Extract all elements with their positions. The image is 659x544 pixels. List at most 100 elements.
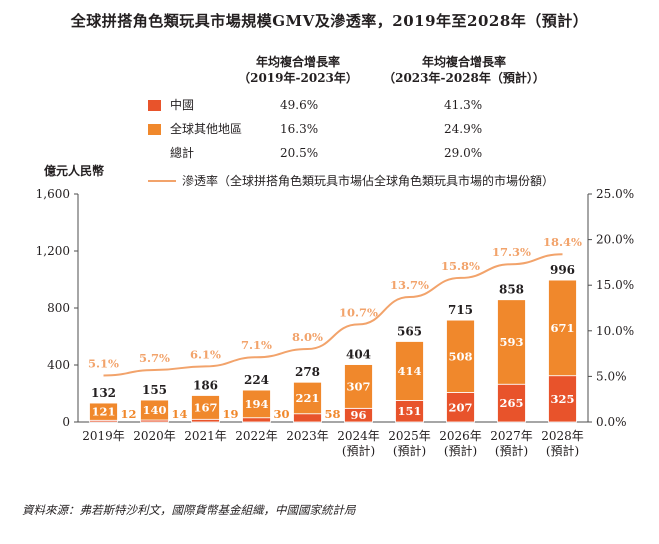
bar-china — [242, 417, 271, 423]
data-label-total: 132 — [91, 386, 116, 400]
x-tick-sublabel: (預計) — [546, 443, 579, 458]
legend-label-total: 總計 — [170, 146, 195, 160]
cagr-header-2-line1: 年均複合增長率 — [421, 55, 506, 69]
data-label-rest-of-world: 508 — [448, 349, 472, 363]
x-tick-sublabel: (預計) — [342, 443, 375, 458]
penetration-label: 15.8% — [441, 259, 480, 273]
bar-china — [293, 413, 322, 423]
bar-rest-of-world — [191, 395, 220, 420]
data-label-total: 155 — [142, 383, 167, 397]
data-label-total: 858 — [499, 283, 524, 297]
y-tick-label: 1,600 — [36, 187, 70, 201]
cagr-header-1-line2: （2019年-2023年） — [238, 71, 358, 85]
penetration-label: 10.7% — [339, 305, 378, 319]
data-label-china: 325 — [550, 392, 574, 406]
x-tick-label: 2019年 — [82, 429, 125, 443]
penetration-label: 18.4% — [543, 235, 582, 249]
bar-china — [191, 418, 220, 423]
y2-tick-label: 5.0% — [596, 369, 627, 383]
legend-label-rest-of-world: 全球其他地區 — [170, 122, 243, 136]
data-label-total: 715 — [448, 303, 473, 317]
x-tick-label: 2023年 — [286, 429, 329, 443]
data-label-china: 12 — [121, 407, 137, 421]
data-label-rest-of-world: 593 — [499, 335, 523, 349]
cagr-header-2023-2028: 年均複合增長率 （2023年-2028年（預計）） — [372, 54, 556, 86]
x-tick-label: 2021年 — [184, 429, 227, 443]
legend-swatch-rest-of-world — [148, 124, 161, 135]
chart-title: 全球拼搭角色類玩具市場規模GMV及滲透率，2019年至2028年（預計） — [70, 12, 589, 30]
legend-label-penetration: 滲透率（全球拼搭角色類玩具市場佔全球角色類玩具市場的市場份額） — [182, 174, 555, 188]
data-label-rest-of-world: 671 — [550, 321, 574, 335]
data-label-china: 151 — [397, 404, 421, 418]
penetration-line — [103, 253, 563, 377]
bar-rest-of-world — [140, 399, 169, 421]
x-tick-sublabel: (預計) — [393, 443, 426, 458]
data-label-total: 565 — [397, 324, 422, 338]
legend-swatch-penetration — [148, 180, 176, 182]
data-label-total: 404 — [346, 348, 371, 362]
penetration-label: 5.7% — [139, 351, 170, 365]
data-label-rest-of-world: 167 — [193, 400, 217, 414]
data-label-china: 265 — [499, 396, 523, 410]
data-label-rest-of-world: 221 — [295, 391, 319, 405]
data-label-total: 224 — [244, 373, 269, 387]
data-label-china: 19 — [223, 407, 239, 421]
data-label-total: 186 — [193, 378, 218, 392]
data-label-rest-of-world: 194 — [244, 397, 268, 411]
data-label-rest-of-world: 121 — [91, 405, 115, 419]
cagr-rest-2019-2023: 16.3% — [280, 122, 319, 136]
x-tick-label: 2027年 — [490, 429, 533, 443]
data-label-total: 996 — [550, 263, 575, 277]
cagr-total-2019-2023: 20.5% — [280, 146, 319, 160]
y2-tick-label: 25.0% — [596, 187, 634, 201]
penetration-label: 8.0% — [292, 330, 323, 344]
cagr-header-2-line2: （2023年-2028年（預計）） — [383, 71, 545, 85]
bar-china — [446, 392, 475, 423]
data-label-china: 96 — [350, 408, 366, 422]
x-tick-label: 2028年 — [541, 429, 584, 443]
bar-rest-of-world — [497, 299, 526, 385]
x-tick-label: 2026年 — [439, 429, 482, 443]
bar-rest-of-world — [344, 364, 373, 409]
y2-tick-label: 0.0% — [596, 415, 627, 429]
penetration-label: 17.3% — [492, 245, 531, 259]
bar-rest-of-world — [89, 402, 118, 421]
y2-tick-label: 20.0% — [596, 233, 634, 247]
x-tick-label: 2024年 — [337, 429, 380, 443]
source-note: 資料來源：弗若斯特沙利文，國際貨幣基金組織，中國國家統計局 — [22, 503, 356, 517]
cagr-china-2019-2023: 49.6% — [280, 98, 319, 112]
bar-china — [548, 375, 577, 423]
x-tick-label: 2022年 — [235, 429, 278, 443]
legend-swatch-china — [148, 100, 161, 111]
y-axis-unit: 億元人民幣 — [44, 164, 105, 178]
data-label-china: 207 — [448, 400, 472, 414]
y2-tick-label: 10.0% — [596, 324, 634, 338]
cagr-total-2023-2028: 29.0% — [444, 146, 483, 160]
x-tick-sublabel: (預計) — [444, 443, 477, 458]
penetration-label: 5.1% — [88, 356, 119, 370]
bar-rest-of-world — [293, 381, 322, 415]
data-label-china: 14 — [172, 407, 188, 421]
cagr-rest-2023-2028: 24.9% — [444, 122, 483, 136]
bar-rest-of-world — [242, 389, 271, 419]
legend-label-china: 中國 — [170, 98, 195, 112]
data-label-china: 30 — [274, 407, 290, 421]
y-tick-label: 1,200 — [36, 244, 70, 258]
bar-rest-of-world — [548, 279, 577, 377]
penetration-label: 6.1% — [190, 347, 221, 361]
cagr-header-1-line1: 年均複合增長率 — [255, 55, 340, 69]
x-tick-sublabel: (預計) — [495, 443, 528, 458]
data-label-rest-of-world: 414 — [397, 364, 421, 378]
cagr-header-2019-2023: 年均複合增長率 （2019年-2023年） — [228, 54, 368, 86]
y-tick-label: 800 — [47, 301, 70, 315]
bar-rest-of-world — [446, 319, 475, 393]
y-tick-label: 0 — [62, 415, 70, 429]
y2-tick-label: 15.0% — [596, 278, 634, 292]
penetration-label: 7.1% — [241, 338, 272, 352]
data-label-total: 278 — [295, 365, 320, 379]
penetration-label: 13.7% — [390, 278, 429, 292]
bar-rest-of-world — [395, 341, 424, 401]
data-label-china: 58 — [325, 407, 341, 421]
data-label-rest-of-world: 140 — [142, 403, 166, 417]
